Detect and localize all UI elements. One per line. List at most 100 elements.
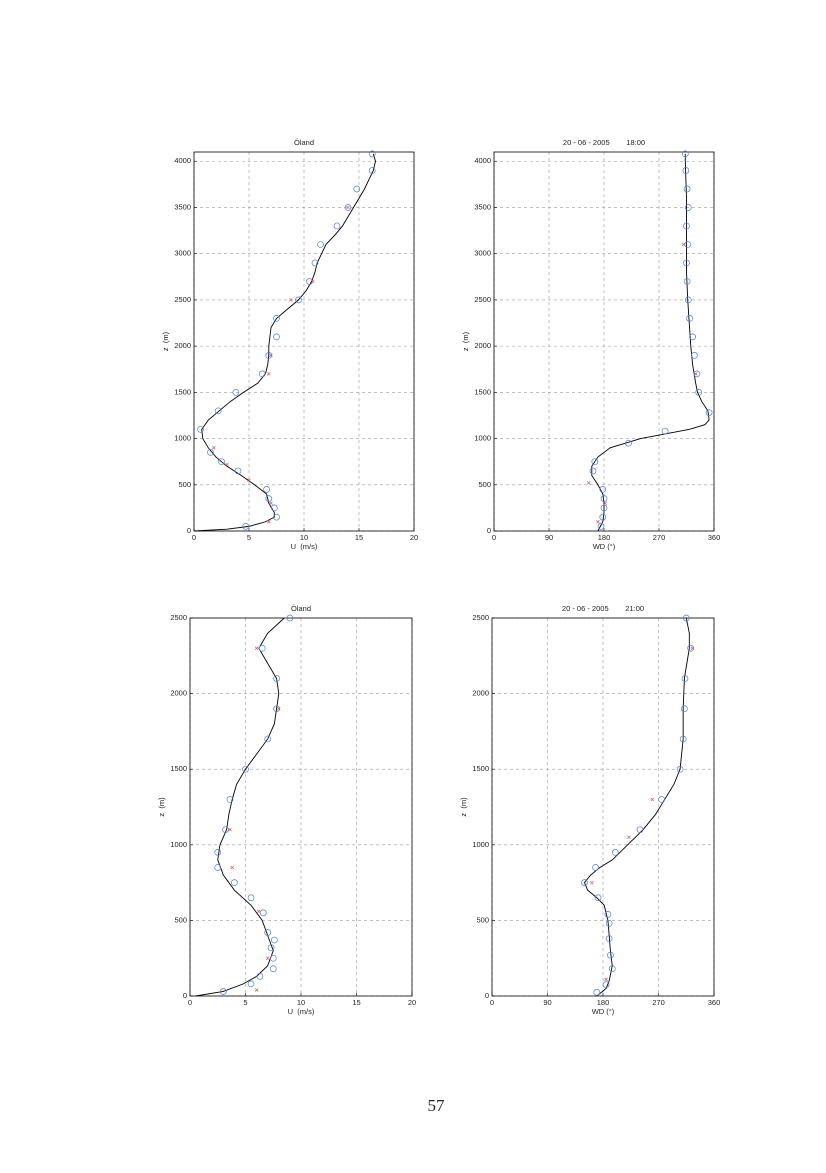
observation-circle (218, 458, 225, 466)
axes-frame (491, 617, 715, 997)
x-tick-label: 270 (652, 998, 665, 1007)
observation-circle (242, 523, 250, 530)
chart: 0 90 180 270 360 0 500 1000 1500 2000 2500 3000 3500… (461, 138, 720, 551)
y-tick-label: 1500 (174, 387, 191, 396)
observation-circle (684, 296, 692, 304)
profile-line (193, 153, 376, 532)
observation-cross (254, 988, 259, 992)
chart: 0 5 10 15 20 0 500 1000 1500 2000 2500 Öland U (m/s)… (157, 604, 416, 1016)
y-tick-label: 2500 (472, 613, 489, 622)
observation-circle (273, 675, 280, 682)
observation-cross (257, 909, 261, 914)
observation-circle (273, 705, 280, 713)
y-tick-label: 1000 (474, 434, 491, 443)
observation-circle (256, 972, 264, 980)
x-tick-label: 15 (355, 533, 363, 542)
observation-circle (258, 644, 266, 652)
observation-cross (693, 372, 698, 376)
observation-cross (690, 646, 695, 650)
x-tick-label: 20 (410, 533, 418, 542)
y-tick-label: 1500 (472, 764, 489, 773)
observation-circle (607, 951, 614, 959)
observation-circle (683, 278, 691, 285)
observation-circle (263, 486, 270, 493)
x-tick-label: 180 (597, 998, 610, 1007)
observation-circle (589, 467, 597, 475)
chart-title: 20 - 06 - 2005 21:00 (562, 604, 644, 613)
observation-circle (286, 614, 294, 622)
y-axis-label: z (m) (157, 797, 166, 817)
observation-circle (311, 259, 319, 267)
observation-circle (686, 315, 693, 322)
observation-cross (269, 353, 273, 358)
x-axis-label: WD (°) (592, 1007, 615, 1016)
x-tick-label: 90 (545, 533, 553, 542)
observation-circle (593, 988, 601, 996)
observation-circle (605, 935, 613, 942)
observation-circle (684, 241, 692, 248)
observation-circle (592, 864, 599, 871)
observation-cross (265, 956, 270, 960)
x-tick-label: 180 (598, 533, 611, 542)
observation-circle (273, 513, 280, 521)
observation-circle (679, 735, 687, 743)
observation-circle (271, 936, 278, 944)
observation-circle (683, 185, 691, 193)
y-tick-label: 3500 (474, 202, 491, 211)
x-tick-label: 0 (492, 533, 496, 542)
observation-circle (625, 439, 632, 447)
observation-cross (586, 481, 591, 485)
y-tick-label: 0 (187, 526, 191, 535)
y-tick-label: 1000 (170, 840, 187, 849)
y-tick-label: 4000 (474, 156, 491, 165)
observation-circle (295, 296, 302, 304)
observation-circle (222, 826, 229, 834)
y-tick-label: 2500 (170, 613, 187, 622)
x-tick-label: 360 (708, 998, 721, 1007)
observation-cross (311, 279, 315, 284)
observation-circle (605, 920, 613, 927)
observation-circle (661, 427, 669, 435)
y-axis-label: z (m) (161, 331, 170, 351)
observation-circle (219, 988, 227, 995)
observation-circle (604, 911, 612, 918)
y-axis-label: z (m) (461, 331, 470, 351)
observation-cross (277, 706, 281, 711)
observation-circle (681, 705, 688, 713)
profile-line (591, 153, 710, 532)
y-tick-label: 0 (485, 991, 489, 1000)
observation-circle (353, 185, 361, 193)
x-tick-label: 360 (708, 533, 721, 542)
observation-circle (683, 259, 690, 267)
observation-circle (264, 929, 272, 936)
observation-circle (681, 675, 689, 682)
x-axis-label: U (m/s) (288, 1007, 315, 1016)
observation-circle (247, 894, 255, 902)
observation-circle (258, 370, 266, 378)
observation-circle (599, 486, 607, 493)
y-axis-label: z (m) (459, 797, 468, 817)
observation-circle (273, 333, 280, 341)
observation-cross (254, 646, 259, 650)
x-axis-label: WD (°) (593, 542, 616, 551)
observation-circle (214, 864, 222, 871)
observation-circle (581, 879, 588, 886)
observation-circle (608, 965, 616, 973)
observation-circle (344, 204, 352, 211)
y-tick-label: 2500 (474, 295, 491, 304)
observation-cross (346, 205, 350, 210)
observation-cross (289, 298, 293, 302)
observation-circle (687, 644, 694, 652)
observation-circle (611, 849, 619, 856)
observation-cross (230, 865, 234, 870)
x-tick-label: 15 (352, 998, 360, 1007)
observation-circle (231, 879, 238, 886)
observation-circle (214, 849, 222, 856)
y-tick-label: 500 (174, 915, 187, 924)
x-tick-label: 5 (247, 533, 251, 542)
observation-circle (333, 222, 341, 230)
observation-circle (234, 467, 242, 475)
observation-circle (368, 150, 376, 158)
observation-cross (603, 501, 607, 506)
